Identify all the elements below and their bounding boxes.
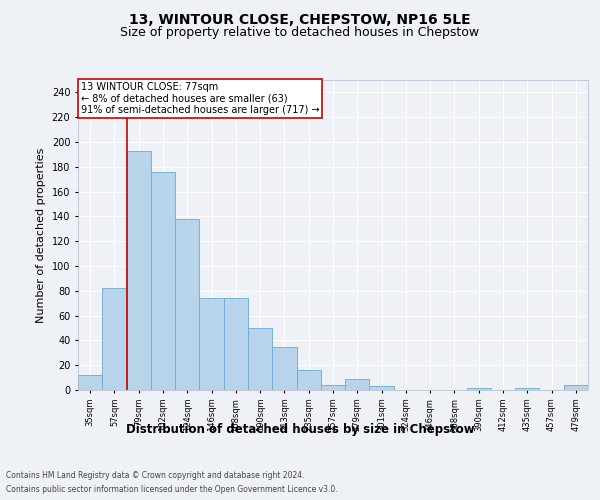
Bar xyxy=(175,219,199,390)
Bar xyxy=(370,386,394,390)
Bar xyxy=(78,375,102,390)
Bar xyxy=(272,346,296,390)
Bar xyxy=(515,388,539,390)
Bar xyxy=(224,298,248,390)
Bar xyxy=(199,298,224,390)
Bar xyxy=(564,385,588,390)
Text: Contains HM Land Registry data © Crown copyright and database right 2024.: Contains HM Land Registry data © Crown c… xyxy=(6,471,305,480)
Text: Contains public sector information licensed under the Open Government Licence v3: Contains public sector information licen… xyxy=(6,485,338,494)
Text: Size of property relative to detached houses in Chepstow: Size of property relative to detached ho… xyxy=(121,26,479,39)
Y-axis label: Number of detached properties: Number of detached properties xyxy=(36,148,46,322)
Bar xyxy=(467,388,491,390)
Bar xyxy=(248,328,272,390)
Text: 13, WINTOUR CLOSE, CHEPSTOW, NP16 5LE: 13, WINTOUR CLOSE, CHEPSTOW, NP16 5LE xyxy=(129,12,471,26)
Bar xyxy=(296,370,321,390)
Bar xyxy=(151,172,175,390)
Bar xyxy=(127,150,151,390)
Text: Distribution of detached houses by size in Chepstow: Distribution of detached houses by size … xyxy=(125,422,475,436)
Bar xyxy=(321,385,345,390)
Bar xyxy=(102,288,127,390)
Text: 13 WINTOUR CLOSE: 77sqm
← 8% of detached houses are smaller (63)
91% of semi-det: 13 WINTOUR CLOSE: 77sqm ← 8% of detached… xyxy=(80,82,319,115)
Bar xyxy=(345,379,370,390)
